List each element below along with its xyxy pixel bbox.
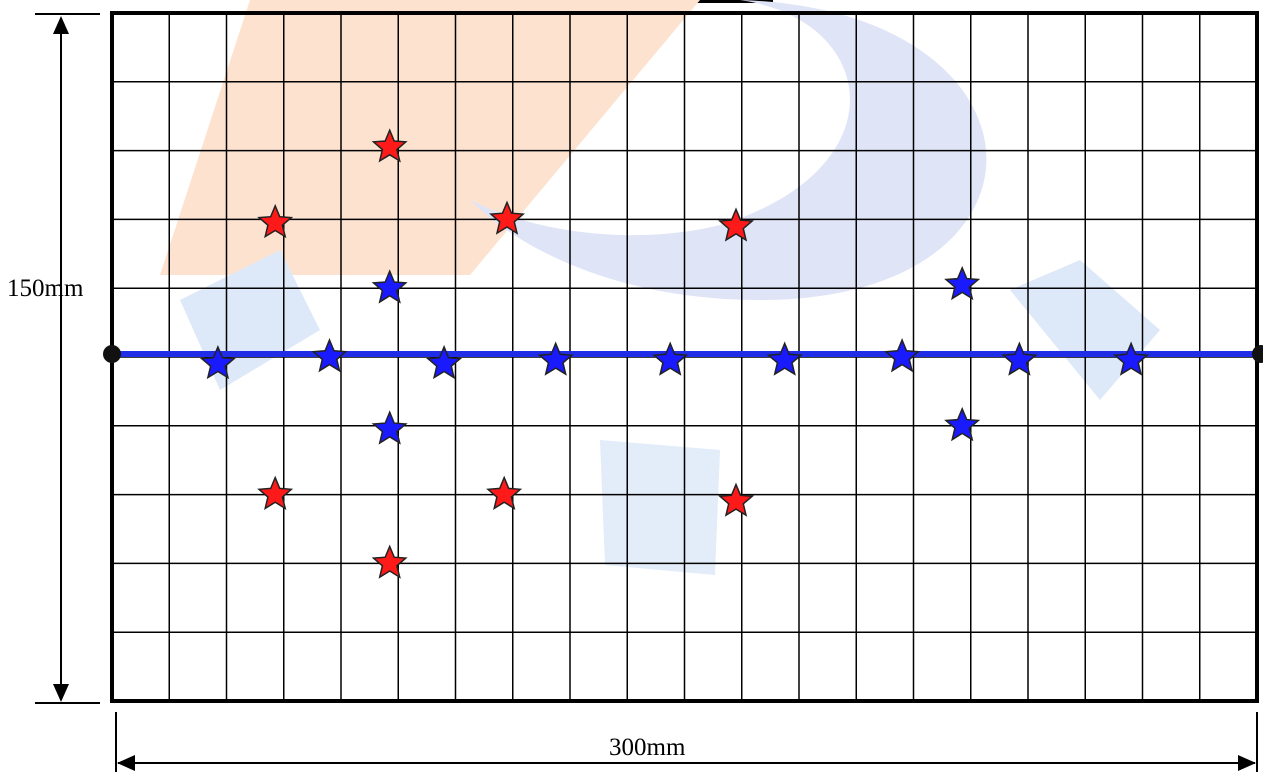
red-star (718, 207, 755, 242)
red-star (486, 475, 523, 511)
blue-star (944, 406, 981, 442)
watermark-blue-arc (470, 0, 987, 300)
watermark (160, 0, 1160, 575)
height-dimension-label: 150mm (7, 275, 84, 302)
blue-star (1113, 341, 1150, 376)
blue-star (537, 341, 574, 376)
watermark-glyph-center (600, 440, 720, 575)
blue-star (371, 410, 408, 445)
red-star (257, 475, 294, 511)
blue-star (884, 338, 921, 373)
axis-endpoint-right (1252, 345, 1263, 363)
height-arrow-up (53, 16, 69, 34)
blue-star (311, 338, 348, 373)
blue-star (426, 344, 463, 380)
blue-star (652, 341, 689, 376)
red-star (257, 203, 294, 239)
blue-star (766, 341, 803, 376)
red-stars (257, 128, 755, 579)
red-star (489, 200, 526, 235)
blue-star (1001, 341, 1038, 376)
width-arrow-left (117, 755, 135, 771)
red-star (718, 482, 755, 517)
red-star (371, 128, 408, 163)
height-arrow-down (53, 684, 69, 702)
blue-stars (199, 265, 1150, 445)
width-dimension-label: 300mm (609, 734, 686, 761)
axis-endpoint-left (103, 345, 121, 363)
blue-star (199, 344, 236, 380)
dimension-arrows (35, 13, 1258, 772)
red-star (371, 544, 408, 579)
width-arrow-right (1238, 755, 1256, 771)
center-axis (103, 345, 1263, 363)
watermark-orange-shape (160, 0, 700, 275)
blue-star (371, 269, 408, 304)
blue-star (944, 265, 981, 301)
